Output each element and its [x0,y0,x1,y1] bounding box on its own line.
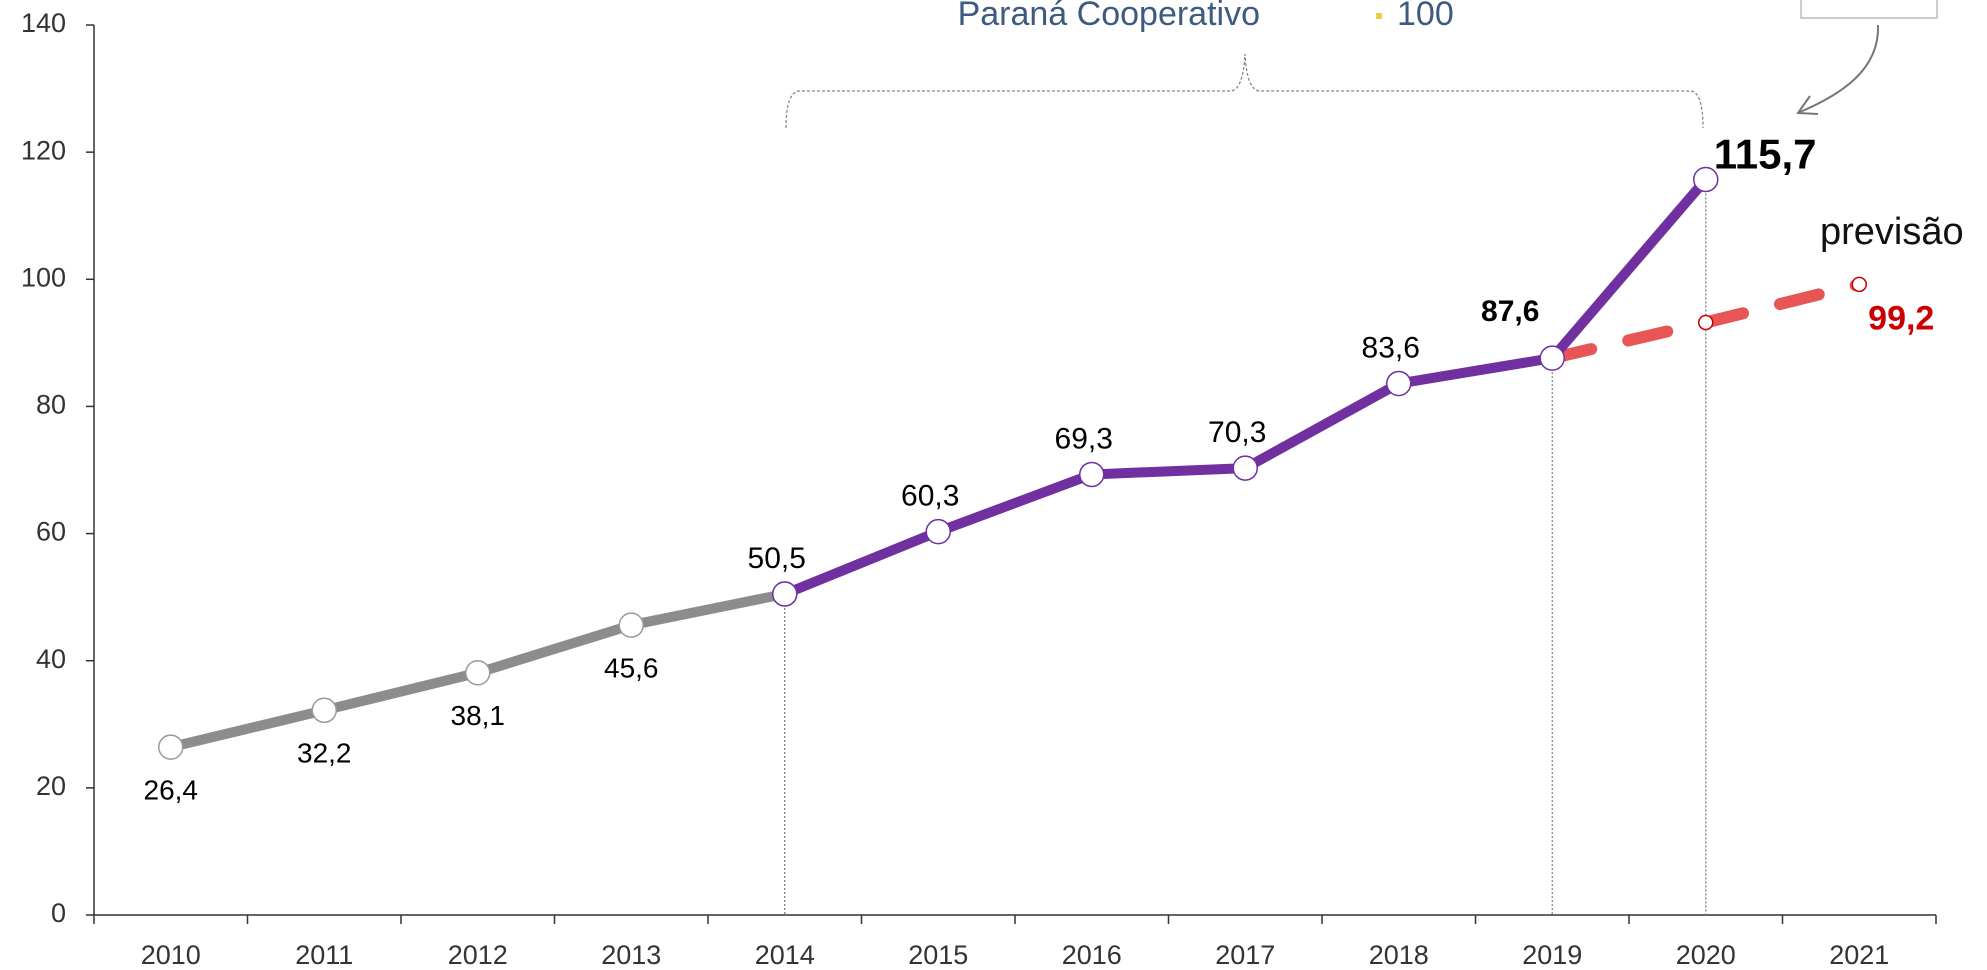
x-tick-label: 2010 [141,940,201,970]
x-tick-label: 2018 [1369,940,1429,970]
x-tick-label: 2012 [448,940,508,970]
y-tick-label: 20 [36,771,66,801]
value-label: 99,2 [1868,299,1934,337]
value-label: 60,3 [901,480,959,513]
series-label: previsão [1820,211,1964,253]
point [311,697,337,724]
y-tick-label: 140 [21,8,66,38]
x-tick-label: 2020 [1676,940,1736,970]
y-tick-label: 80 [36,390,66,420]
value-label: 38,1 [451,700,506,731]
value-label: 32,2 [297,738,352,769]
point [1232,455,1258,481]
bracket [785,53,1704,129]
value-label: 115,7 [1714,131,1817,178]
point [925,518,951,545]
value-label: 45,6 [604,653,659,684]
x-tick-label: 2014 [755,940,815,970]
x-tick-label: 2021 [1829,940,1889,970]
x-tick-label: 2013 [601,940,661,970]
note-box [1800,0,1938,19]
x-tick-label: 2017 [1215,940,1275,970]
arrow [1799,24,1880,113]
y-tick-label: 0 [51,898,66,928]
annotation: 100 [1397,0,1454,33]
y-tick-label: 120 [21,135,66,165]
series-line [779,174,1711,599]
point [1693,166,1719,193]
point [1079,461,1105,488]
y-tick-label: 100 [21,262,66,292]
point [1386,370,1412,397]
value-label: 83,6 [1362,331,1420,364]
y-tick-label: 60 [36,517,66,547]
point [158,734,184,760]
x-tick-label: 2015 [908,940,968,970]
point [1539,345,1565,371]
value-label: 26,4 [144,775,199,806]
point [772,581,798,607]
x-tick-label: 2016 [1062,940,1122,970]
separator [1376,13,1382,19]
point [1698,314,1714,331]
annotation: Paraná Cooperativo [958,0,1260,33]
value-label: 69,3 [1055,422,1113,455]
arrow-head [1796,95,1819,115]
value-label: 50,5 [748,542,806,575]
point [1851,276,1867,293]
point [618,612,644,638]
x-tick-label: 2019 [1522,940,1582,970]
value-label: 70,3 [1208,416,1266,449]
value-label: 87,6 [1481,295,1539,328]
x-tick-label: 2011 [295,940,353,970]
point [465,660,491,686]
y-tick-label: 40 [36,644,66,674]
